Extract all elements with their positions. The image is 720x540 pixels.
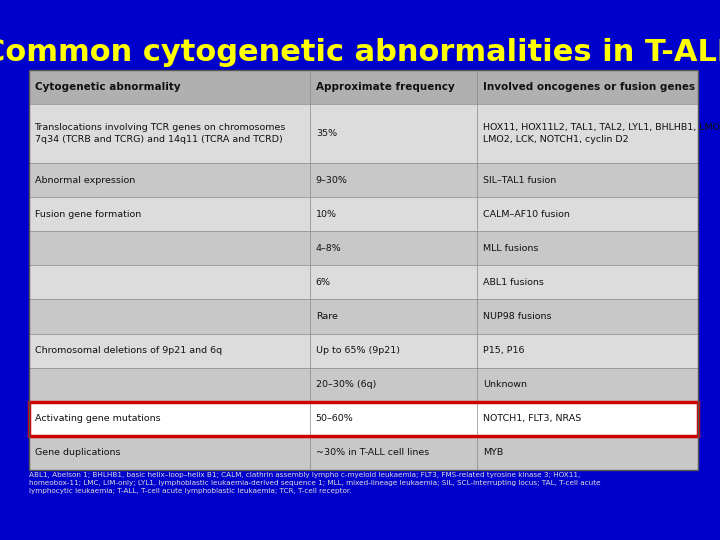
Text: 10%: 10% xyxy=(316,210,337,219)
Text: MLL fusions: MLL fusions xyxy=(483,244,539,253)
Text: Activating gene mutations: Activating gene mutations xyxy=(35,414,160,423)
Text: SIL–TAL1 fusion: SIL–TAL1 fusion xyxy=(483,176,557,185)
Text: CALM–AF10 fusion: CALM–AF10 fusion xyxy=(483,210,570,219)
Text: Involved oncogenes or fusion genes: Involved oncogenes or fusion genes xyxy=(483,82,696,92)
Text: Cytogenetic abnormality: Cytogenetic abnormality xyxy=(35,82,180,92)
Text: Up to 65% (9p21): Up to 65% (9p21) xyxy=(316,346,400,355)
Text: Fusion gene formation: Fusion gene formation xyxy=(35,210,141,219)
Text: Common cytogenetic abnormalities in T-ALL: Common cytogenetic abnormalities in T-AL… xyxy=(0,38,720,67)
Text: ~30% in T-ALL cell lines: ~30% in T-ALL cell lines xyxy=(316,448,429,457)
Text: Rare: Rare xyxy=(316,312,338,321)
Text: Gene duplications: Gene duplications xyxy=(35,448,120,457)
Text: ABL1 fusions: ABL1 fusions xyxy=(483,278,544,287)
Text: HOX11, HOX11L2, TAL1, TAL2, LYL1, BHLHB1, LMO1,
LMO2, LCK, NOTCH1, cyclin D2: HOX11, HOX11L2, TAL1, TAL2, LYL1, BHLHB1… xyxy=(483,124,720,144)
Text: 20–30% (6q): 20–30% (6q) xyxy=(316,380,376,389)
Text: Chromosomal deletions of 9p21 and 6q: Chromosomal deletions of 9p21 and 6q xyxy=(35,346,222,355)
Text: 35%: 35% xyxy=(316,129,337,138)
Text: NOTCH1, FLT3, NRAS: NOTCH1, FLT3, NRAS xyxy=(483,414,582,423)
Text: Unknown: Unknown xyxy=(483,380,527,389)
Text: MYB: MYB xyxy=(483,448,503,457)
Text: P15, P16: P15, P16 xyxy=(483,346,525,355)
Text: 50–60%: 50–60% xyxy=(316,414,354,423)
Text: NUP98 fusions: NUP98 fusions xyxy=(483,312,552,321)
Text: 4–8%: 4–8% xyxy=(316,244,341,253)
Text: 6%: 6% xyxy=(316,278,330,287)
Text: ABL1, Abelson 1; BHLHB1, basic helix–loop–helix B1; CALM, clathrin assembly lymp: ABL1, Abelson 1; BHLHB1, basic helix–loo… xyxy=(29,472,600,495)
Text: Approximate frequency: Approximate frequency xyxy=(316,82,454,92)
Text: Abnormal expression: Abnormal expression xyxy=(35,176,135,185)
Text: Translocations involving TCR genes on chromosomes
7q34 (TCRB and TCRG) and 14q11: Translocations involving TCR genes on ch… xyxy=(35,124,286,144)
Text: 9–30%: 9–30% xyxy=(316,176,348,185)
